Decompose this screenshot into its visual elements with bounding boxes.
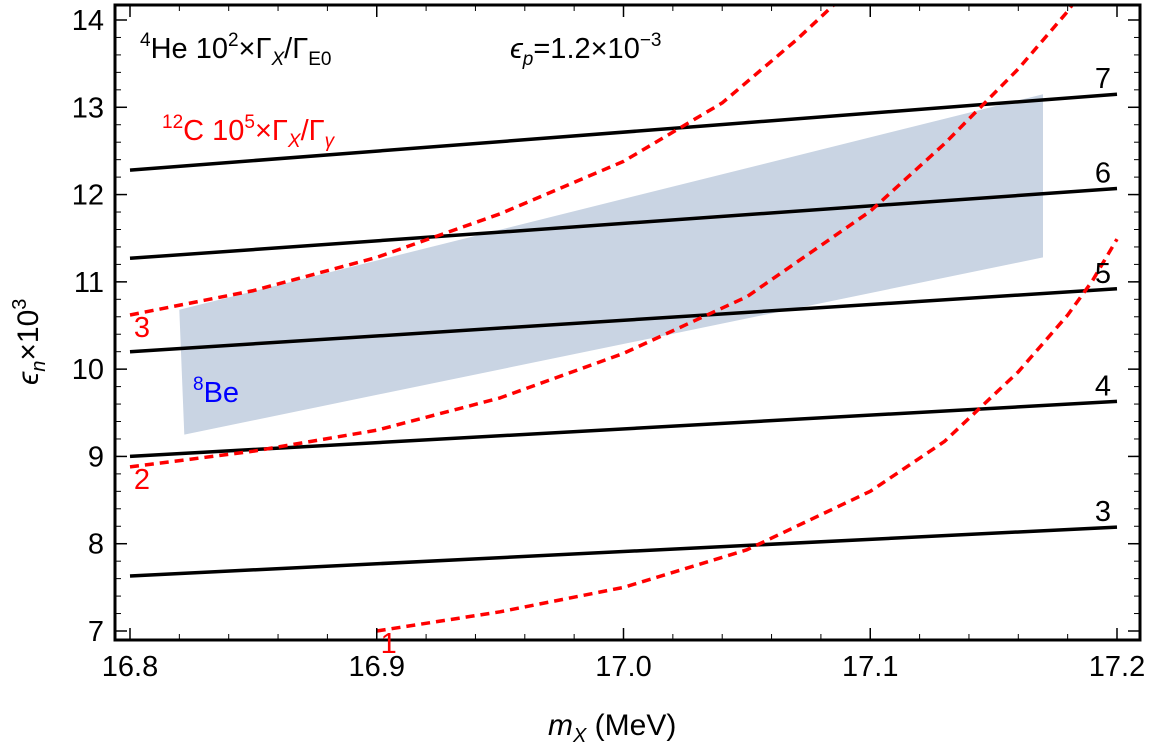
x-axis-label: mX (MeV) [548, 709, 676, 747]
y-tick-label: 13 [72, 92, 104, 124]
series-line-he4-5 [129, 287, 1118, 354]
x-tick-label: 17.2 [1089, 651, 1145, 683]
series-line-c12-2 [129, 5, 1075, 469]
curve-label: 5 [1095, 258, 1111, 290]
curve-label: 1 [381, 628, 397, 660]
y-tick-label: 12 [72, 180, 104, 212]
x-tick-label: 16.8 [102, 651, 158, 683]
y-tick-label: 10 [72, 354, 104, 386]
y-tick-label: 7 [88, 616, 104, 648]
y-tick-label: 11 [74, 267, 104, 299]
ticks-layer [115, 5, 1140, 640]
x-tick-label: 17.0 [595, 651, 651, 683]
series-line-he4-7 [129, 92, 1118, 172]
annotation-c12: 12C 105×ΓX/Γγ [162, 112, 336, 152]
curve-label: 4 [1095, 370, 1111, 402]
curve-label: 2 [134, 464, 150, 496]
series-line-he4-3 [129, 525, 1118, 578]
series-line-he4-6 [129, 186, 1118, 261]
curve-label: 3 [134, 312, 150, 344]
y-tick-label: 9 [88, 441, 104, 473]
series-line-he4-4 [129, 399, 1118, 459]
curve-label: 6 [1095, 157, 1111, 189]
annotation-be8: 8Be [193, 374, 239, 409]
annotation-he4: 4He 102×ΓX/ΓE0 [140, 30, 331, 70]
series-line-c12-1 [376, 238, 1119, 633]
curve-labels-layer: 3 4 5 6 7 1 2 3 [134, 63, 1111, 660]
y-tick-label: 8 [88, 529, 104, 561]
be8-region [179, 94, 1044, 435]
curve-label: 3 [1095, 496, 1111, 528]
y-axis-label: ϵn×103 [9, 299, 50, 385]
x-tick-label: 16.9 [349, 651, 405, 683]
curve-label: 7 [1095, 63, 1111, 95]
annotation-eps-p: ϵp=1.2×10−3 [510, 30, 662, 70]
x-tick-label: 17.1 [842, 651, 898, 683]
series-line-c12-3 [129, 5, 837, 317]
y-tick-label: 14 [72, 5, 104, 37]
series-layer [129, 5, 1119, 633]
plot-frame [113, 3, 1142, 642]
